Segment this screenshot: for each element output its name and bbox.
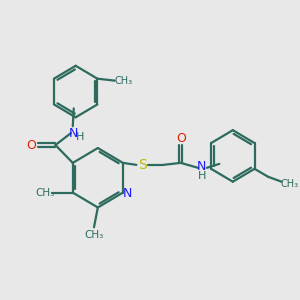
- Text: CH₃: CH₃: [114, 76, 133, 85]
- Text: H: H: [76, 132, 85, 142]
- Text: N: N: [69, 127, 78, 140]
- Text: N: N: [196, 160, 206, 173]
- Text: N: N: [123, 187, 132, 200]
- Text: CH₃: CH₃: [84, 230, 104, 240]
- Text: O: O: [26, 139, 36, 152]
- Text: S: S: [138, 158, 146, 172]
- Text: H: H: [198, 171, 206, 181]
- Text: CH₃: CH₃: [280, 179, 298, 189]
- Text: CH₃: CH₃: [35, 188, 54, 198]
- Text: O: O: [176, 132, 186, 145]
